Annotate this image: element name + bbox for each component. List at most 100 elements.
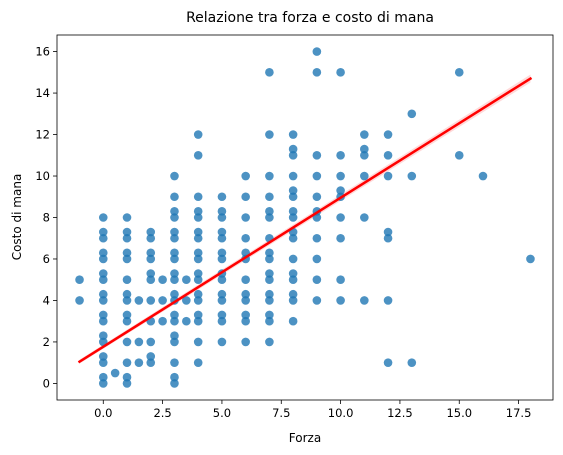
y-axis-label: Costo di mana bbox=[10, 174, 24, 261]
data-point bbox=[146, 227, 156, 237]
data-point bbox=[360, 213, 369, 222]
data-point bbox=[288, 275, 298, 285]
data-point bbox=[265, 275, 274, 285]
data-point bbox=[288, 269, 298, 278]
data-point bbox=[265, 206, 274, 216]
data-point bbox=[241, 171, 250, 181]
data-point bbox=[158, 275, 167, 285]
data-point bbox=[336, 150, 345, 160]
data-point bbox=[170, 275, 179, 285]
regression-line bbox=[77, 76, 533, 364]
data-point bbox=[193, 206, 203, 216]
data-point bbox=[98, 269, 108, 278]
y-tick-label: 10 bbox=[35, 169, 50, 183]
data-point bbox=[193, 150, 203, 160]
data-point bbox=[288, 289, 298, 299]
data-point bbox=[454, 150, 464, 160]
x-tick-label: 7.5 bbox=[272, 406, 290, 420]
data-point bbox=[265, 192, 274, 202]
data-point bbox=[217, 248, 227, 258]
data-point bbox=[360, 171, 369, 181]
data-point bbox=[383, 130, 393, 139]
data-point bbox=[360, 150, 369, 160]
data-point bbox=[360, 296, 369, 305]
data-point bbox=[122, 254, 132, 264]
data-point bbox=[383, 233, 393, 243]
data-point bbox=[146, 275, 156, 285]
x-tick-label: 2.5 bbox=[153, 406, 171, 420]
data-point bbox=[193, 227, 203, 237]
data-point bbox=[336, 296, 345, 305]
x-tick-label: 12.5 bbox=[387, 406, 413, 420]
data-point bbox=[265, 337, 274, 347]
data-point bbox=[217, 227, 227, 237]
y-tick-label: 0 bbox=[43, 376, 50, 390]
data-point bbox=[193, 248, 203, 258]
data-point bbox=[146, 248, 156, 258]
data-point bbox=[170, 233, 179, 243]
data-point bbox=[122, 316, 132, 326]
x-axis-label: Forza bbox=[289, 431, 321, 445]
data-point bbox=[170, 213, 179, 222]
data-point bbox=[407, 109, 417, 119]
data-point bbox=[265, 269, 274, 278]
data-point bbox=[383, 171, 393, 181]
data-point bbox=[217, 310, 227, 320]
data-point bbox=[170, 358, 179, 367]
data-point bbox=[193, 316, 203, 326]
data-point bbox=[217, 192, 227, 202]
data-point bbox=[98, 254, 108, 264]
data-point bbox=[336, 275, 345, 285]
data-point bbox=[170, 254, 179, 264]
data-point bbox=[336, 171, 345, 181]
data-point bbox=[217, 206, 227, 216]
data-point bbox=[383, 358, 393, 367]
data-point bbox=[241, 316, 250, 326]
data-point bbox=[312, 233, 322, 243]
x-tick-label: 15.0 bbox=[446, 406, 472, 420]
data-point bbox=[265, 289, 274, 299]
data-point bbox=[158, 316, 167, 326]
data-point bbox=[288, 316, 298, 326]
data-point bbox=[193, 213, 203, 222]
y-tick-label: 2 bbox=[43, 335, 50, 349]
data-point bbox=[98, 275, 108, 285]
data-point bbox=[241, 192, 250, 202]
data-point bbox=[336, 186, 345, 195]
data-point bbox=[312, 192, 322, 202]
data-point bbox=[241, 275, 250, 285]
data-point bbox=[193, 192, 203, 202]
data-point bbox=[241, 337, 250, 347]
data-point bbox=[288, 254, 298, 264]
data-point bbox=[98, 352, 108, 361]
y-tick-label: 16 bbox=[35, 45, 50, 59]
data-point bbox=[217, 213, 227, 222]
y-axis-ticks: 0 2 4 6 8 10 12 14 16 bbox=[35, 45, 57, 390]
data-point bbox=[146, 337, 156, 347]
data-point bbox=[217, 289, 227, 299]
data-point bbox=[98, 310, 108, 320]
data-point bbox=[122, 213, 132, 222]
data-point bbox=[193, 130, 203, 139]
data-point bbox=[122, 379, 132, 388]
data-point bbox=[122, 227, 132, 237]
y-tick-label: 14 bbox=[35, 86, 50, 100]
data-point bbox=[98, 358, 108, 367]
data-point bbox=[146, 233, 156, 243]
data-point bbox=[312, 171, 322, 181]
data-point bbox=[193, 337, 203, 347]
data-point bbox=[193, 275, 203, 285]
data-point bbox=[241, 296, 250, 305]
x-tick-label: 10.0 bbox=[328, 406, 354, 420]
data-point bbox=[312, 254, 322, 264]
y-tick-label: 12 bbox=[35, 128, 50, 142]
data-point bbox=[217, 337, 227, 347]
data-point bbox=[182, 275, 191, 285]
x-tick-label: 5.0 bbox=[213, 406, 231, 420]
data-point bbox=[241, 213, 250, 222]
data-point bbox=[288, 144, 298, 154]
data-point bbox=[288, 296, 298, 305]
data-point bbox=[288, 150, 298, 160]
